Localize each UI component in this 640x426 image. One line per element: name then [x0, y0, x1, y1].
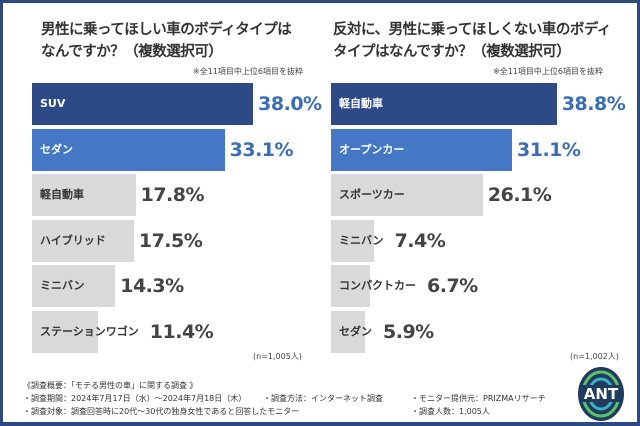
bar-value-label: 17.5% [138, 229, 203, 252]
right-chart-title: 反対に、男性に乗ってほしくない車のボディ タイプはなんですか？（複数選択可） [333, 19, 611, 63]
bar [331, 83, 557, 125]
bar [32, 219, 134, 262]
bar-value-label: 38.8% [561, 93, 626, 115]
survey-period: ・調査期間：2024年7月17日（水）～2024年7月18日（木） [23, 394, 247, 403]
survey-method: ・調査方法：インターネット調査 [263, 394, 383, 403]
survey-provider: ・モニター提供元：PRIZMAリサーチ [411, 394, 546, 403]
right-note: ※全11項目中上位6項目を抜粋 [493, 67, 603, 76]
bar [32, 265, 116, 308]
bar-value-label: 14.3% [120, 275, 184, 298]
bar-category-label: セダン [40, 142, 73, 156]
left-bar-chart: SUV 38.0% セダン 33.1% 軽自動車 17.8% ハイブリッド 17.5% ミニバン… [32, 83, 322, 355]
left-chart-title: 男性に乗ってほしい車のボディタイプは なんですか？（複数選択可） [41, 19, 292, 63]
svg-text:ANT: ANT [584, 385, 619, 403]
bar-category-label: SUV [40, 97, 66, 110]
bar-value-label: 33.1% [229, 138, 294, 161]
bar-value-label: 38.0% [258, 93, 322, 115]
title-line: 男性に乗ってほしい車のボディタイプは [41, 22, 292, 38]
bar [331, 128, 512, 171]
bar-value-label: 7.4% [394, 229, 446, 252]
summary-heading: 《調査概要：「モテる男性の車」に関する調査 》 [23, 381, 198, 390]
bar-category-label: コンパクトカー [339, 279, 416, 293]
bar-value-label: 6.7% [427, 275, 478, 298]
title-line: 反対に、男性に乗ってほしくない車のボディ [333, 22, 611, 38]
left-sample-size: (n=1,005人) [253, 352, 302, 361]
bar-value-label: 31.1% [517, 138, 581, 161]
bar [32, 128, 225, 171]
bar-category-label: ハイブリッド [40, 233, 106, 247]
right-bar-chart: 軽自動車 38.8% オープンカー 31.1% スポーツカー 26.1% ミニバン 7.4% コ… [331, 83, 626, 355]
bar [331, 311, 366, 353]
left-note: ※全11項目中上位6項目を抜粋 [193, 67, 303, 76]
bar-category-label: オープンカー [339, 142, 405, 156]
bar-category-label: ミニバン [339, 233, 384, 247]
bar-category-label: ステーションワゴン [40, 325, 139, 338]
bar [32, 311, 99, 353]
bar-value-label: 11.4% [149, 321, 214, 343]
bar-category-label: 軽自動車 [40, 188, 84, 202]
bar-category-label: スポーツカー [339, 188, 405, 202]
bar-value-label: 17.8% [140, 184, 205, 207]
survey-target: ・調査対象：調査回答時に20代～30代の独身女性であると回答したモニター [23, 407, 300, 416]
title-line: なんですか？（複数選択可） [41, 44, 223, 60]
bar [32, 83, 254, 125]
bar [331, 265, 370, 308]
survey-count: ・調査人数：1,005人 [411, 407, 490, 416]
bar [331, 219, 375, 262]
ant-logo: ANT [578, 367, 624, 421]
bar-category-label: ミニバン [40, 279, 85, 293]
bar-value-label: 5.9% [383, 321, 434, 343]
bar-value-label: 26.1% [487, 184, 552, 207]
bar [32, 174, 136, 217]
bar-category-label: セダン [339, 325, 372, 338]
bar-category-label: 軽自動車 [339, 97, 383, 110]
survey-summary: 《調査概要：「モテる男性の車」に関する調査 》 ・調査期間：2024年7月17日… [23, 379, 546, 418]
right-sample-size: (n=1,002人) [570, 352, 619, 361]
title-line: タイプはなんですか？（複数選択可） [333, 44, 571, 60]
bar [331, 174, 483, 217]
